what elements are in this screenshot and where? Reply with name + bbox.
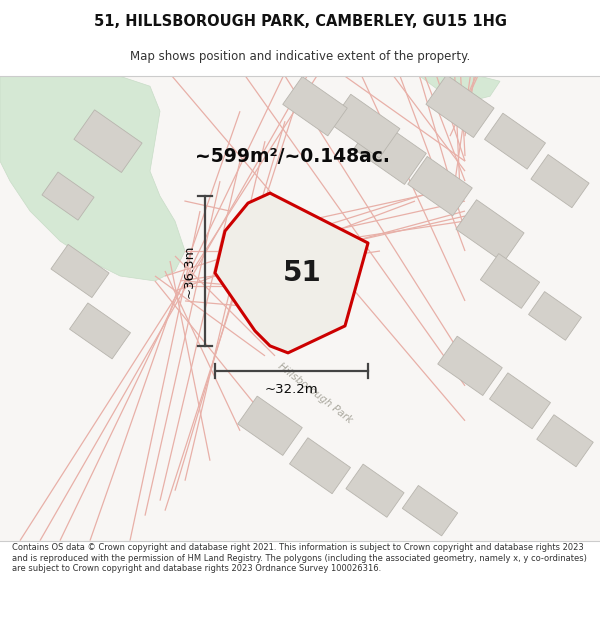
Polygon shape <box>215 193 368 353</box>
Text: ~36.3m: ~36.3m <box>183 244 196 298</box>
Polygon shape <box>74 110 142 173</box>
Polygon shape <box>51 244 109 298</box>
Polygon shape <box>420 76 500 101</box>
Polygon shape <box>283 76 347 136</box>
Polygon shape <box>426 75 494 138</box>
Polygon shape <box>346 464 404 518</box>
Polygon shape <box>257 212 353 300</box>
Polygon shape <box>531 154 589 208</box>
Polygon shape <box>403 486 458 536</box>
Polygon shape <box>42 172 94 220</box>
Polygon shape <box>529 292 581 340</box>
Polygon shape <box>238 396 302 456</box>
Polygon shape <box>485 113 545 169</box>
Polygon shape <box>0 76 185 281</box>
Polygon shape <box>537 415 593 467</box>
Polygon shape <box>290 438 350 494</box>
Polygon shape <box>330 94 400 158</box>
Text: Contains OS data © Crown copyright and database right 2021. This information is : Contains OS data © Crown copyright and d… <box>12 543 587 573</box>
Polygon shape <box>354 118 426 184</box>
Text: ~599m²/~0.148ac.: ~599m²/~0.148ac. <box>195 147 390 166</box>
Polygon shape <box>490 373 550 429</box>
Polygon shape <box>481 254 539 308</box>
Polygon shape <box>408 156 472 216</box>
Text: 51, HILLSBOROUGH PARK, CAMBERLEY, GU15 1HG: 51, HILLSBOROUGH PARK, CAMBERLEY, GU15 1… <box>94 14 506 29</box>
Text: ~32.2m: ~32.2m <box>265 383 319 396</box>
Text: 51: 51 <box>283 259 322 287</box>
Text: Hillsborough Park: Hillsborough Park <box>276 361 354 425</box>
Text: Map shows position and indicative extent of the property.: Map shows position and indicative extent… <box>130 50 470 63</box>
Polygon shape <box>456 200 524 262</box>
Polygon shape <box>70 303 130 359</box>
Polygon shape <box>438 336 502 396</box>
